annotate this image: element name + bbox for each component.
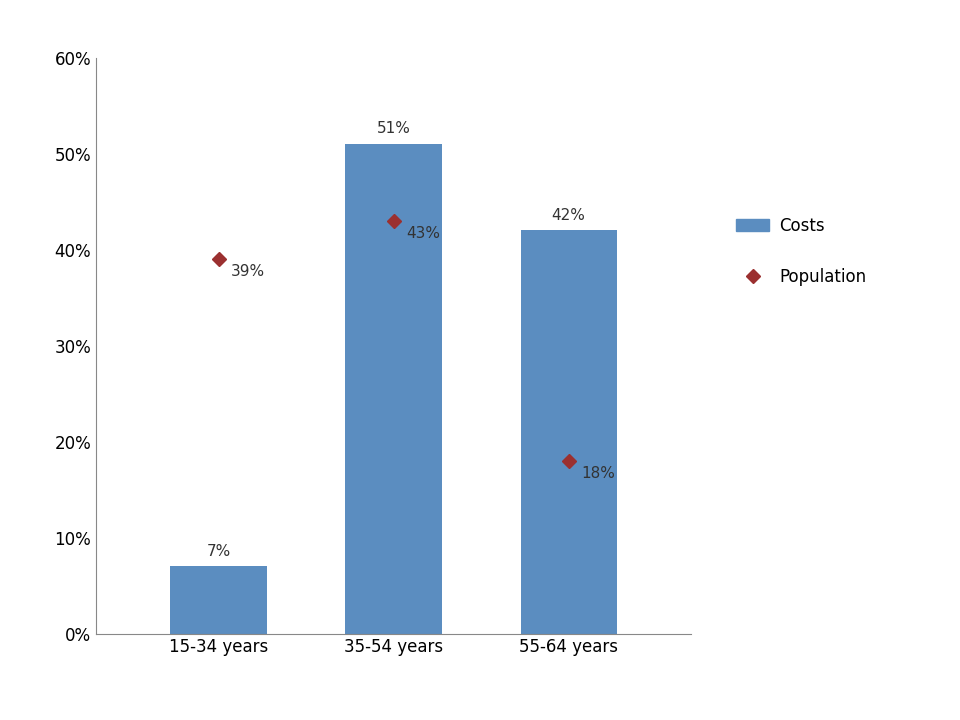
Bar <box>170 567 267 634</box>
Legend: Costs, Population: Costs, Population <box>730 210 873 292</box>
Text: 42%: 42% <box>552 207 586 222</box>
Bar <box>520 230 616 634</box>
Bar <box>346 144 442 634</box>
Text: 7%: 7% <box>206 544 230 559</box>
Text: 39%: 39% <box>230 264 265 279</box>
Text: 51%: 51% <box>376 121 411 136</box>
Text: 43%: 43% <box>406 225 440 240</box>
Text: 18%: 18% <box>581 466 614 481</box>
